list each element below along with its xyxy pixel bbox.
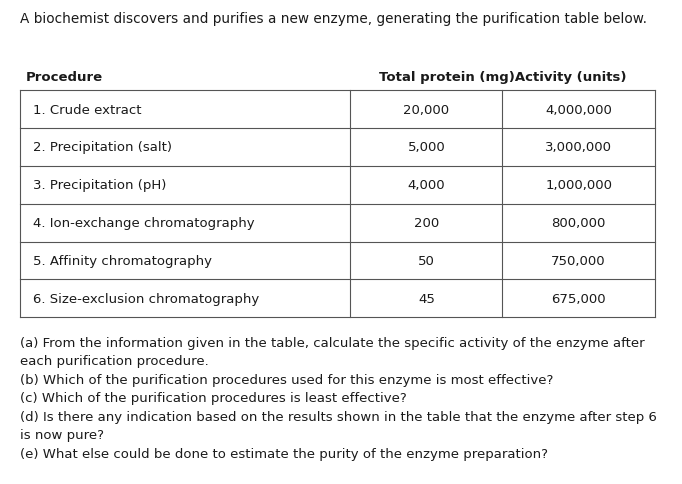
Text: 20,000: 20,000 bbox=[403, 104, 449, 116]
Text: 750,000: 750,000 bbox=[551, 255, 606, 267]
Text: 6. Size-exclusion chromatography: 6. Size-exclusion chromatography bbox=[33, 292, 259, 305]
Text: 2. Precipitation (salt): 2. Precipitation (salt) bbox=[33, 141, 172, 154]
Text: 1,000,000: 1,000,000 bbox=[545, 179, 612, 192]
Text: 4,000: 4,000 bbox=[408, 179, 445, 192]
Text: 1. Crude extract: 1. Crude extract bbox=[33, 104, 141, 116]
Text: 5. Affinity chromatography: 5. Affinity chromatography bbox=[33, 255, 211, 267]
Text: A biochemist discovers and purifies a new enzyme, generating the purification ta: A biochemist discovers and purifies a ne… bbox=[20, 12, 647, 26]
Text: Procedure: Procedure bbox=[26, 71, 103, 83]
Text: 50: 50 bbox=[418, 255, 435, 267]
Text: 675,000: 675,000 bbox=[551, 292, 606, 305]
Text: 4. Ion-exchange chromatography: 4. Ion-exchange chromatography bbox=[33, 217, 254, 229]
Text: Total protein (mg)Activity (units): Total protein (mg)Activity (units) bbox=[379, 71, 626, 83]
Text: 4,000,000: 4,000,000 bbox=[545, 104, 612, 116]
Text: 800,000: 800,000 bbox=[552, 217, 606, 229]
Text: 3,000,000: 3,000,000 bbox=[545, 141, 612, 154]
Text: 3. Precipitation (pH): 3. Precipitation (pH) bbox=[33, 179, 166, 192]
Text: (a) From the information given in the table, calculate the specific activity of : (a) From the information given in the ta… bbox=[20, 336, 657, 460]
Text: 200: 200 bbox=[414, 217, 439, 229]
Text: 5,000: 5,000 bbox=[408, 141, 445, 154]
Text: 45: 45 bbox=[418, 292, 435, 305]
